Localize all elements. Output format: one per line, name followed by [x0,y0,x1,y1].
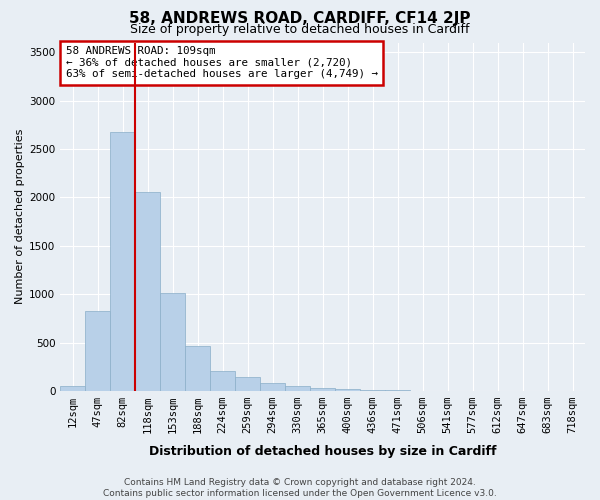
Bar [135,192,160,391]
Bar [185,346,210,391]
Text: Size of property relative to detached houses in Cardiff: Size of property relative to detached ho… [130,22,470,36]
Bar [60,386,85,391]
Text: 58, ANDREWS ROAD, CARDIFF, CF14 2JP: 58, ANDREWS ROAD, CARDIFF, CF14 2JP [129,11,471,26]
Bar [385,390,410,391]
Bar [285,386,310,391]
Bar [260,384,285,391]
Text: Contains HM Land Registry data © Crown copyright and database right 2024.
Contai: Contains HM Land Registry data © Crown c… [103,478,497,498]
X-axis label: Distribution of detached houses by size in Cardiff: Distribution of detached houses by size … [149,444,496,458]
Text: 58 ANDREWS ROAD: 109sqm
← 36% of detached houses are smaller (2,720)
63% of semi: 58 ANDREWS ROAD: 109sqm ← 36% of detache… [65,46,377,79]
Bar [310,388,335,391]
Bar [110,132,135,391]
Bar [160,293,185,391]
Bar [85,310,110,391]
Bar [235,378,260,391]
Bar [210,370,235,391]
Bar [360,390,385,391]
Y-axis label: Number of detached properties: Number of detached properties [15,129,25,304]
Bar [335,389,360,391]
